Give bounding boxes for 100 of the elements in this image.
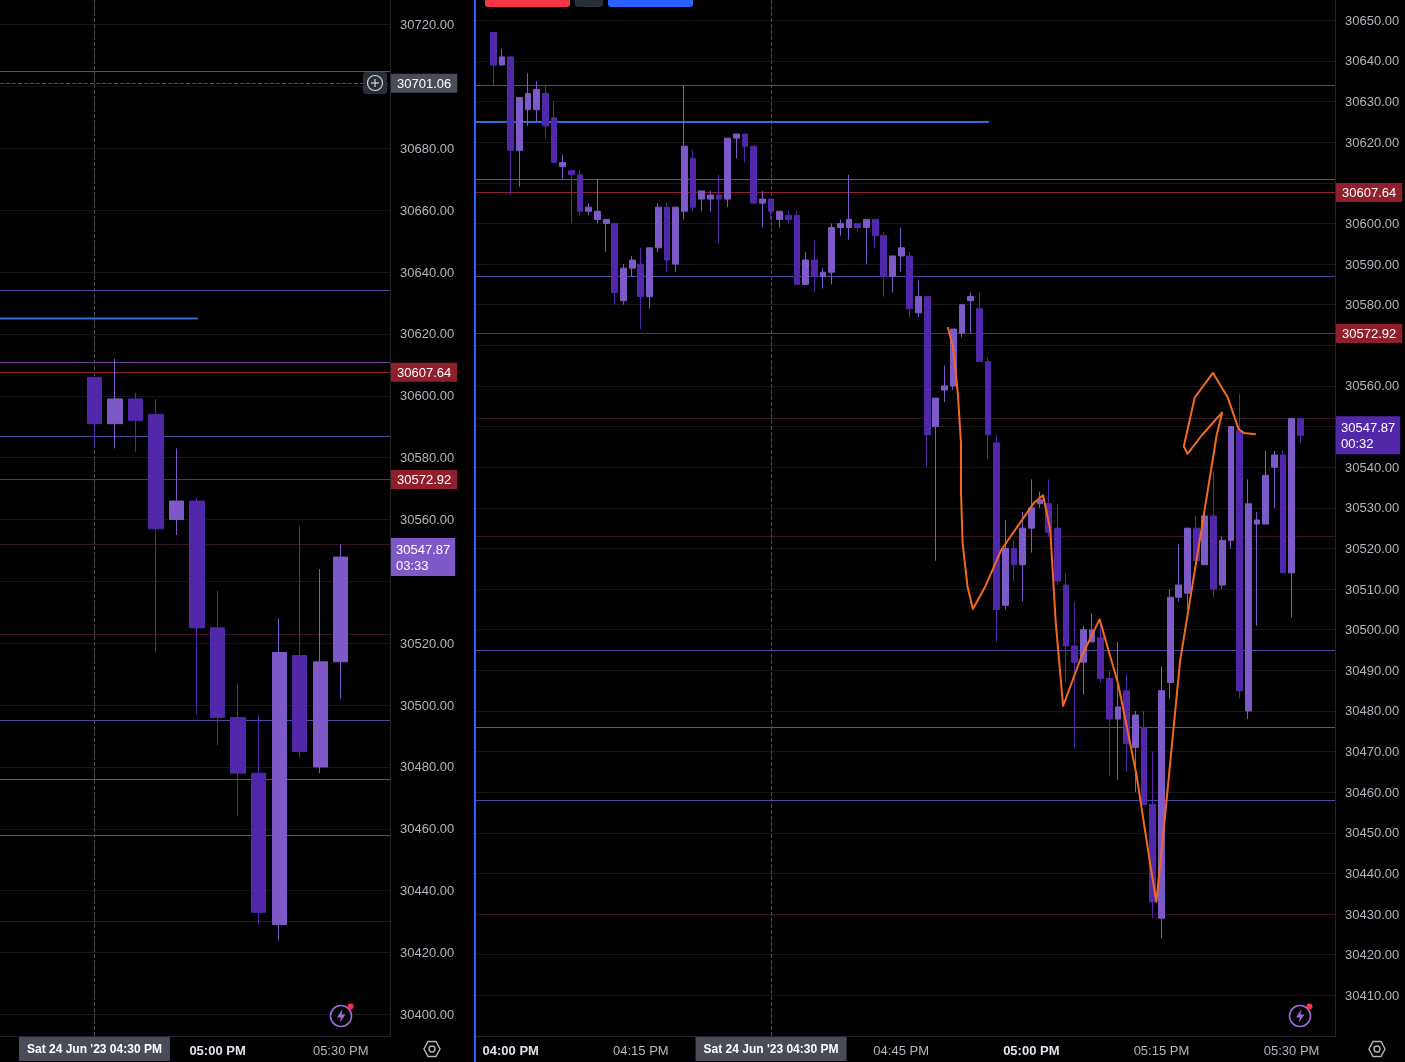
y-tick-label: 30440.00 (400, 883, 455, 899)
ref-line-label: Sat 24 Jun '23 04:30 PM (703, 1042, 839, 1056)
candlestick (637, 247, 644, 330)
candlestick (1228, 426, 1234, 549)
ref-line-label: 30607.64 (1342, 184, 1397, 200)
y-tick-label: 30520.00 (1345, 540, 1400, 556)
candlestick (128, 392, 143, 453)
candlestick (716, 174, 722, 245)
candlestick (1236, 393, 1243, 700)
y-tick-label: 30410.00 (1345, 987, 1400, 1003)
candlestick (915, 279, 922, 318)
candlestick (148, 398, 164, 654)
candlestick (577, 170, 583, 216)
candlestick (1132, 710, 1139, 793)
y-tick-label: 30450.00 (1345, 825, 1400, 841)
x-tick-label: 05:30 PM (312, 1043, 369, 1058)
y-tick-label: 30620.00 (1345, 134, 1400, 150)
ref-line-label: 30572.92 (397, 472, 452, 488)
candlestick (210, 590, 225, 746)
candlestick (620, 263, 627, 306)
candlestick (1063, 572, 1069, 684)
candlestick (1011, 539, 1017, 582)
y-tick-label: 30620.00 (400, 326, 455, 342)
candlestick (1288, 417, 1295, 619)
candlestick (681, 84, 688, 220)
candlestick (87, 376, 102, 446)
candlestick (698, 190, 705, 212)
x-tick-label: 05:00 PM (189, 1043, 246, 1058)
y-tick-label: 30520.00 (400, 635, 455, 651)
candlestick (189, 497, 205, 715)
text: 30547.87 00:32 (1341, 419, 1396, 451)
y-tick-label: 30560.00 (400, 512, 455, 528)
candlestick (568, 170, 575, 224)
candlestick (1262, 450, 1269, 525)
candlestick (292, 525, 307, 759)
candlestick (107, 358, 123, 449)
y-tick-label: 30600.00 (1345, 215, 1400, 231)
y-tick-label: 30590.00 (1345, 256, 1400, 272)
x-tick-label: 05:15 PM (1133, 1043, 1190, 1058)
candlestick (768, 198, 774, 220)
candlestick (603, 218, 610, 253)
y-tick-label: 30540.00 (1345, 459, 1400, 475)
candlestick (906, 251, 913, 318)
candlestick (169, 447, 184, 536)
candlestick (1201, 515, 1208, 566)
candlestick (1280, 450, 1286, 574)
candlestick (1254, 511, 1260, 627)
candlestick (551, 101, 557, 164)
ref-line-label: Sat 24 Jun '23 04:30 PM (26, 1042, 162, 1056)
candlestick (664, 202, 670, 273)
candlestick (516, 97, 523, 188)
x-tick-label: 04:15 PM (613, 1043, 669, 1058)
y-tick-label: 30640.00 (400, 264, 455, 280)
candlestick (967, 292, 974, 334)
y-tick-label: 30460.00 (1345, 784, 1400, 800)
y-tick-label: 30600.00 (400, 388, 455, 404)
candlestick (1071, 600, 1078, 749)
y-tick-label: 30470.00 (1345, 744, 1400, 760)
candlestick (1054, 503, 1061, 586)
candlestick (941, 365, 948, 403)
y-tick-label: 30460.00 (400, 821, 455, 837)
candlestick (313, 568, 328, 774)
candlestick (611, 222, 618, 306)
candlestick (985, 357, 991, 460)
candlestick (525, 72, 531, 127)
candlestick (1106, 669, 1113, 777)
x-tick-label: 05:00 PM (1003, 1043, 1060, 1058)
candlestick (976, 292, 983, 363)
x-tick-label: 04:00 PM (482, 1043, 539, 1058)
y-tick-label: 30440.00 (1345, 865, 1400, 881)
ref-line-label: 30572.92 (1342, 325, 1397, 341)
candlestick (776, 210, 783, 229)
candlestick (1245, 478, 1252, 720)
candlestick (230, 682, 246, 817)
candlestick (837, 218, 844, 237)
candlestick (1097, 625, 1104, 684)
x-tick-label: 04:45 PM (873, 1043, 929, 1058)
candlestick (1028, 478, 1035, 554)
y-tick-label: 30660.00 (400, 202, 455, 218)
candlestick (742, 133, 748, 164)
candlestick (1219, 535, 1226, 590)
candlestick (672, 206, 679, 273)
y-tick-label: 30510.00 (1345, 581, 1400, 597)
candlestick (559, 153, 566, 180)
ref-line-label: 30607.64 (397, 364, 452, 380)
candlestick (1141, 710, 1147, 805)
y-tick-label: 30500.00 (400, 697, 455, 713)
candlestick (1271, 450, 1278, 509)
y-tick-label: 30500.00 (1345, 622, 1400, 638)
candlestick (490, 32, 497, 86)
candlestick (959, 304, 965, 338)
y-tick-label: 30560.00 (1345, 378, 1400, 394)
y-tick-label: 30490.00 (1345, 662, 1400, 678)
y-tick-label: 30480.00 (400, 759, 455, 775)
y-tick-label: 30420.00 (400, 945, 455, 960)
candlestick (889, 255, 896, 294)
y-tick-label: 30480.00 (1345, 703, 1400, 719)
y-tick-label: 30530.00 (1345, 500, 1400, 516)
candlestick (993, 434, 1000, 643)
y-tick-label: 30650.00 (1345, 12, 1400, 28)
